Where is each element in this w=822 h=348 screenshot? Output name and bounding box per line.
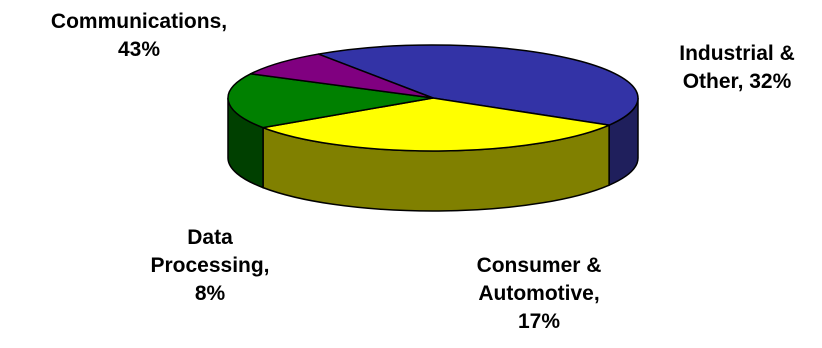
label-consumer-line1: Consumer & [476, 254, 602, 277]
label-industrial-line2: Other, 32% [682, 70, 792, 93]
label-data-processing-line2: Processing, [150, 254, 270, 277]
label-industrial-other: Industrial & Other, 32% [652, 40, 822, 96]
label-communications-line2: 43% [117, 38, 161, 61]
label-communications-line1: Communications, [50, 10, 228, 33]
label-consumer-line3: 17% [517, 310, 561, 333]
label-industrial-line1: Industrial & [679, 42, 795, 65]
slice-data-processing [249, 53, 434, 99]
slice-industrial-other [262, 97, 610, 152]
slice-consumer-automotive [227, 73, 434, 129]
label-data-processing-line3: 8% [194, 282, 226, 305]
label-data-processing-line1: Data [187, 226, 233, 249]
label-data-processing: Data Processing, 8% [125, 224, 295, 308]
label-consumer-automotive: Consumer & Automotive, 17% [428, 252, 650, 336]
label-consumer-line2: Automotive, [478, 282, 600, 305]
label-communications: Communications, 43% [0, 8, 278, 64]
slice-communications [317, 44, 639, 126]
